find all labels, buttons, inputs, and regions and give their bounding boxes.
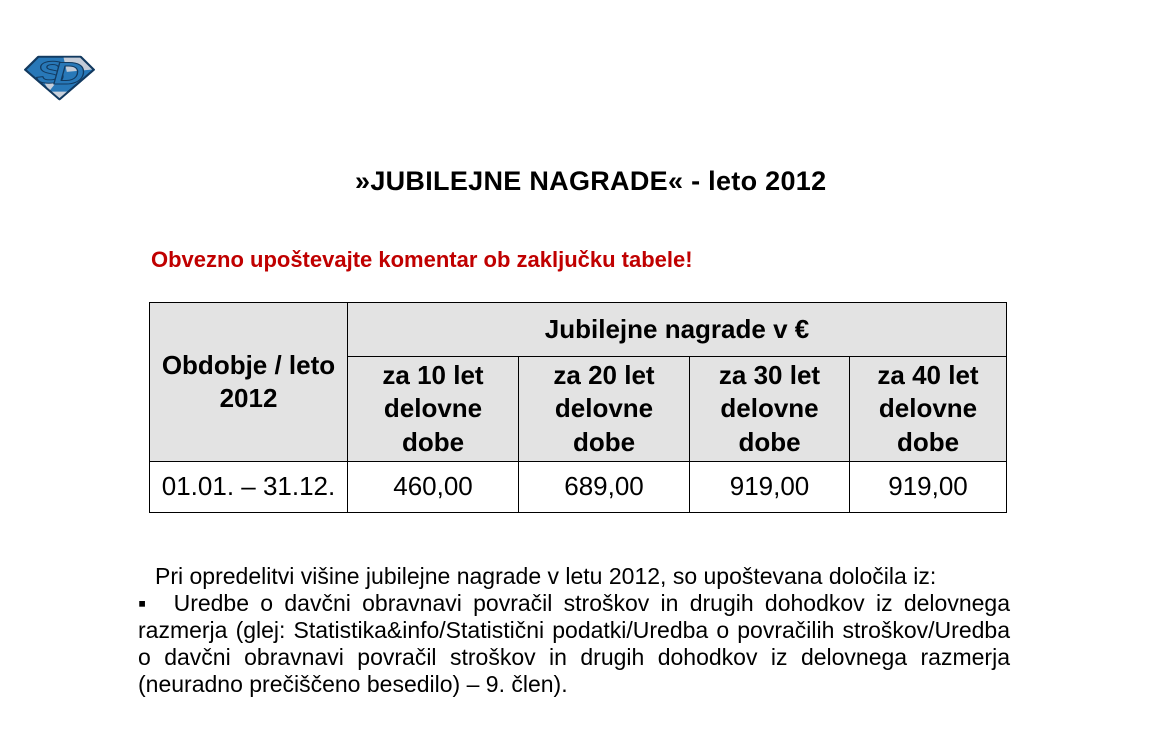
- svg-text:D: D: [53, 57, 85, 91]
